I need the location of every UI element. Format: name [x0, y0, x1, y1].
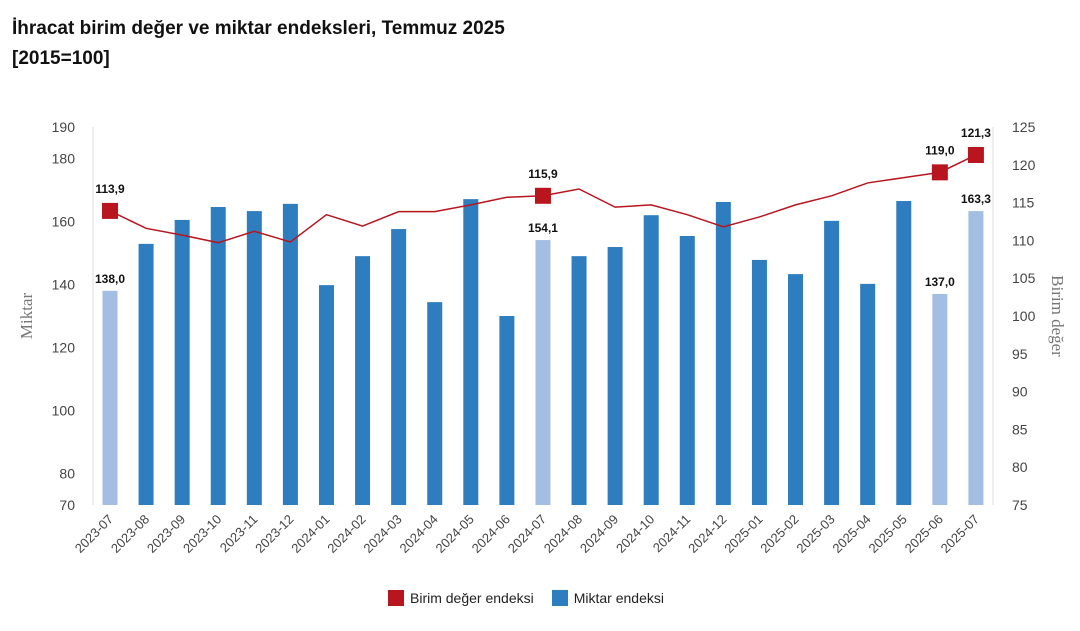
x-tick-label: 2024-05 [433, 512, 477, 556]
x-tick-label: 2024-12 [685, 512, 729, 556]
bar [715, 201, 731, 505]
x-tick-label: 2024-08 [541, 512, 585, 556]
x-tick-label: 2024-04 [396, 512, 440, 556]
bar [318, 285, 334, 505]
bar [499, 316, 515, 505]
line-marker [967, 146, 984, 163]
right-tick-label: 90 [1012, 384, 1028, 400]
x-tick-label: 2025-02 [757, 512, 801, 556]
bar [571, 256, 587, 505]
x-tick-label: 2024-03 [360, 512, 404, 556]
x-tick-label: 2024-06 [469, 512, 513, 556]
bar [138, 243, 154, 506]
x-tick-label: 2023-07 [72, 512, 116, 556]
left-tick-label: 120 [52, 340, 76, 356]
x-tick-label: 2025-03 [793, 512, 837, 556]
line-data-label: 113,9 [95, 182, 125, 196]
line-data-label: 119,0 [925, 143, 955, 157]
x-tick-label: 2023-12 [252, 512, 296, 556]
bar [391, 229, 407, 505]
left-tick-label: 140 [52, 277, 76, 293]
bar [427, 302, 443, 505]
title-line: İhracat birim değer ve miktar endeksleri… [12, 18, 505, 39]
x-tick-label: 2025-05 [866, 512, 910, 556]
right-tick-label: 80 [1012, 459, 1028, 475]
bar [860, 283, 876, 505]
bar-data-label: 163,3 [961, 192, 991, 206]
right-tick-label: 125 [1012, 119, 1036, 135]
legend: Birim değer endeksi Miktar endeksi [388, 590, 664, 606]
bar [968, 211, 984, 506]
legend-label: Birim değer endeksi [410, 590, 534, 606]
line-marker [931, 164, 948, 181]
x-tick-label: 2025-01 [721, 512, 765, 556]
x-tick-label: 2023-11 [217, 512, 261, 556]
left-tick-label: 160 [52, 214, 76, 230]
bar [679, 235, 695, 506]
bar [607, 247, 623, 505]
subtitle-line: [2015=100] [12, 48, 110, 69]
right-tick-label: 100 [1012, 308, 1036, 324]
x-tick-label: 2024-09 [577, 512, 621, 556]
line-marker [534, 187, 551, 204]
bar [282, 203, 298, 506]
legend-item-quantity: Miktar endeksi [551, 590, 664, 606]
right-tick-label: 85 [1012, 421, 1028, 437]
bar [463, 199, 479, 505]
left-tick-label: 180 [52, 151, 76, 167]
line-data-label: 115,9 [528, 167, 558, 181]
left-tick-label: 190 [52, 119, 76, 135]
right-tick-label: 75 [1012, 497, 1028, 513]
left-tick-label: 80 [59, 466, 75, 482]
x-tick-label: 2025-04 [829, 512, 873, 556]
x-tick-label: 2023-08 [108, 512, 152, 556]
left-axis-title: Miktar [17, 293, 36, 340]
x-tick-label: 2024-07 [505, 512, 549, 556]
bar [932, 293, 948, 505]
bar-data-label: 138,0 [95, 272, 125, 286]
bar [643, 215, 659, 505]
legend-swatch-line [388, 590, 404, 606]
x-tick-label: 2025-06 [902, 512, 946, 556]
bar [535, 240, 551, 505]
bar [751, 259, 767, 505]
bar [174, 219, 190, 506]
x-tick-label: 2024-10 [613, 512, 657, 556]
left-tick-label: 100 [52, 403, 76, 419]
bar [246, 211, 262, 506]
bar [788, 274, 804, 505]
bar-data-label: 137,0 [925, 275, 955, 289]
x-tick-label: 2024-02 [324, 512, 368, 556]
bar [102, 290, 118, 505]
right-tick-label: 105 [1012, 270, 1036, 286]
right-axis-title: Birim değer [1048, 275, 1067, 357]
right-tick-label: 120 [1012, 157, 1036, 173]
x-tick-label: 2025-07 [938, 512, 982, 556]
x-tick-label: 2023-10 [180, 512, 224, 556]
x-tick-label: 2024-01 [288, 512, 332, 556]
x-tick-label: 2023-09 [144, 512, 188, 556]
bar-data-label: 154,1 [528, 221, 558, 235]
bar [210, 207, 226, 505]
line-marker [102, 202, 118, 219]
left-tick-label: 70 [59, 497, 75, 513]
legend-item-unit-value: Birim değer endeksi [388, 590, 534, 606]
chart-title: İhracat birim değer ve miktar endeksleri… [12, 14, 505, 74]
bar [824, 220, 840, 505]
bar [355, 256, 371, 505]
right-tick-label: 95 [1012, 346, 1028, 362]
legend-label: Miktar endeksi [573, 590, 664, 606]
right-tick-label: 115 [1012, 195, 1035, 211]
bar [896, 201, 912, 505]
legend-swatch-bar [551, 590, 568, 606]
line-data-label: 121,3 [961, 126, 991, 140]
x-tick-label: 2024-11 [650, 512, 694, 556]
right-tick-label: 110 [1012, 232, 1035, 248]
